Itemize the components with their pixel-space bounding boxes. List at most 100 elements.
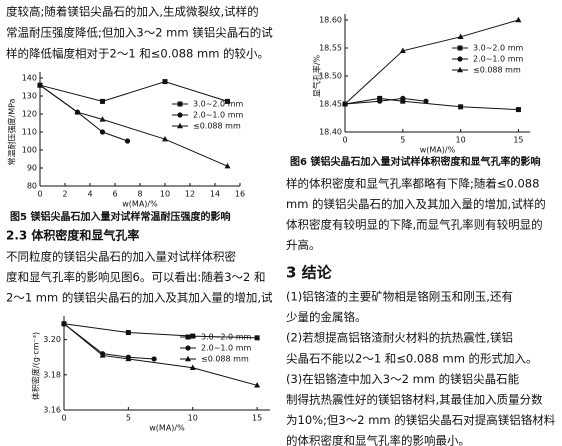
x-tick-label: 15 bbox=[252, 414, 262, 423]
marker bbox=[74, 109, 81, 115]
y-axis-label: 体积密度/(g·cm⁻³) bbox=[31, 332, 41, 400]
y-tick-label: 130 bbox=[22, 92, 37, 101]
text-line: (2)若想提高铝铬渣耐火材料的抗热震性,镁铝 bbox=[286, 331, 513, 345]
text-line: 样的降低幅度相对于2～1 和≤0.088 mm 的较小。 bbox=[6, 47, 269, 61]
text-line: 常温耐压强度降低;但加入3～2 mm 镁铝尖晶石的试 bbox=[6, 26, 273, 40]
y-axis-label: 常温耐压强度/MPa bbox=[7, 98, 17, 165]
y-tick-label: 3.16 bbox=[43, 406, 61, 415]
text-line: 少量的金属铬。 bbox=[286, 310, 367, 324]
legend-label: 2.0~1.0 mm bbox=[473, 55, 523, 64]
figure-caption: 图5 镁铝尖晶石加入量对试样常温耐压强度的影响 bbox=[10, 210, 230, 223]
marker bbox=[515, 16, 522, 23]
text-line: (1)铝铬渣的主要矿物相是铬刚玉和刚玉,还有 bbox=[286, 290, 513, 304]
y-tick-label: 18.50 bbox=[319, 72, 342, 81]
legend-marker bbox=[457, 66, 463, 73]
marker bbox=[342, 100, 348, 107]
series-line bbox=[63, 323, 258, 339]
legend-label: ≤0.088 mm bbox=[193, 122, 241, 131]
x-tick-label: 16 bbox=[235, 190, 245, 199]
legend-label: 3.0~2.0 mm bbox=[473, 44, 523, 53]
series-line bbox=[39, 81, 228, 102]
legend-marker bbox=[185, 355, 191, 362]
x-axis-label: w(MA)/% bbox=[122, 200, 158, 209]
x-tick-label: 5 bbox=[126, 414, 131, 423]
marker bbox=[458, 104, 464, 110]
legend-label: ≤0.088 mm bbox=[473, 66, 521, 75]
text-line: 制得抗热震性好的镁铝铬材料,其最佳加入质量分数 bbox=[286, 393, 543, 407]
marker bbox=[224, 163, 231, 169]
y-tick-label: 3.18 bbox=[43, 370, 61, 379]
marker bbox=[162, 136, 168, 142]
legend-marker bbox=[185, 334, 191, 340]
y-tick-label: 120 bbox=[22, 110, 37, 119]
x-tick-label: 15 bbox=[513, 136, 523, 145]
x-tick-label: 4 bbox=[87, 190, 92, 199]
y-tick-label: 18.40 bbox=[319, 128, 342, 137]
marker bbox=[457, 33, 464, 39]
x-tick-label: 0 bbox=[61, 414, 66, 423]
text-line: 的体积密度和显气孔率的影响最小。 bbox=[286, 434, 470, 446]
legend-label: 3.0~2.0 mm bbox=[193, 100, 243, 109]
legend-marker bbox=[177, 112, 183, 118]
y-tick-label: 140 bbox=[22, 74, 37, 83]
series-line bbox=[344, 97, 426, 105]
marker bbox=[61, 320, 67, 326]
marker bbox=[99, 116, 106, 122]
text-line: 度和显气孔率的影响见图6。可以看出:随着3～2 和 bbox=[6, 270, 265, 284]
legend-label: 3.0~2.0 mm bbox=[201, 333, 251, 342]
legend-marker bbox=[177, 101, 183, 107]
marker bbox=[125, 355, 132, 362]
y-tick-label: 100 bbox=[22, 146, 37, 155]
marker bbox=[190, 333, 196, 339]
marker bbox=[151, 356, 157, 362]
text-line: 2～1 mm 的镁铝尖晶石的加入及其加入量的增加,试 bbox=[6, 291, 273, 305]
text-line: mm 的镁铝尖晶石的加入及其加入量的增加,试样的 bbox=[286, 197, 546, 211]
marker bbox=[124, 138, 131, 144]
marker bbox=[125, 330, 131, 336]
legend-label: ≤0.088 mm bbox=[201, 355, 249, 364]
x-tick-label: 5 bbox=[400, 136, 405, 145]
y-tick-label: 18.55 bbox=[319, 44, 342, 53]
x-tick-label: 6 bbox=[112, 190, 117, 199]
x-axis-label: w(MA)/% bbox=[149, 424, 185, 433]
x-tick-label: 0 bbox=[37, 190, 42, 199]
text-line: 不同粒度的镁铝尖晶石的加入量对试样体积密 bbox=[6, 250, 236, 264]
legend-marker bbox=[457, 45, 463, 51]
x-tick-label: 8 bbox=[137, 190, 142, 199]
legend-label: 2.0~1.0 mm bbox=[201, 344, 251, 353]
figure-caption: 图6 镁铝尖晶石加入量对试样体积密度和显气孔率的影响 bbox=[290, 155, 540, 168]
text-line: 为10%;但3～2 mm 的镁铝尖晶石对提高镁铝铬材料 bbox=[286, 413, 556, 427]
legend-marker bbox=[457, 56, 463, 62]
y-axis-label: 显气孔率/% bbox=[312, 54, 322, 97]
text-line: 尖晶石不能以2～1 和≤0.088 mm 的形式加入。 bbox=[286, 351, 538, 365]
marker bbox=[37, 82, 43, 88]
legend-marker bbox=[177, 122, 183, 129]
y-tick-label: 3.20 bbox=[43, 335, 61, 344]
marker bbox=[225, 98, 230, 104]
marker bbox=[377, 98, 383, 104]
marker bbox=[100, 98, 105, 104]
text-line: 升高。 bbox=[286, 238, 321, 252]
section-heading: 3 结论 bbox=[286, 264, 333, 282]
y-tick-label: 80 bbox=[27, 182, 37, 191]
marker bbox=[515, 107, 521, 113]
y-tick-label: 18.45 bbox=[319, 100, 342, 109]
legend-marker bbox=[185, 345, 191, 351]
text-line: 体积密度有较明显的下降,而显气孔率则有较明显的 bbox=[286, 218, 543, 232]
text-line: 样的体积密度和显气孔率都略有下降;随着≤0.088 bbox=[286, 177, 539, 191]
marker bbox=[400, 95, 406, 101]
marker bbox=[189, 364, 196, 370]
marker bbox=[399, 47, 406, 53]
marker bbox=[377, 95, 383, 101]
x-tick-label: 10 bbox=[160, 190, 170, 199]
x-tick-label: 0 bbox=[342, 136, 347, 145]
x-tick-label: 10 bbox=[456, 136, 466, 145]
marker bbox=[254, 335, 260, 341]
x-tick-label: 10 bbox=[188, 414, 198, 423]
series-line bbox=[344, 19, 519, 105]
x-tick-label: 12 bbox=[185, 190, 195, 199]
section-heading: 2.3 体积密度和显气孔率 bbox=[6, 228, 139, 243]
series-line bbox=[63, 323, 155, 360]
y-tick-label: 18.60 bbox=[319, 16, 342, 25]
